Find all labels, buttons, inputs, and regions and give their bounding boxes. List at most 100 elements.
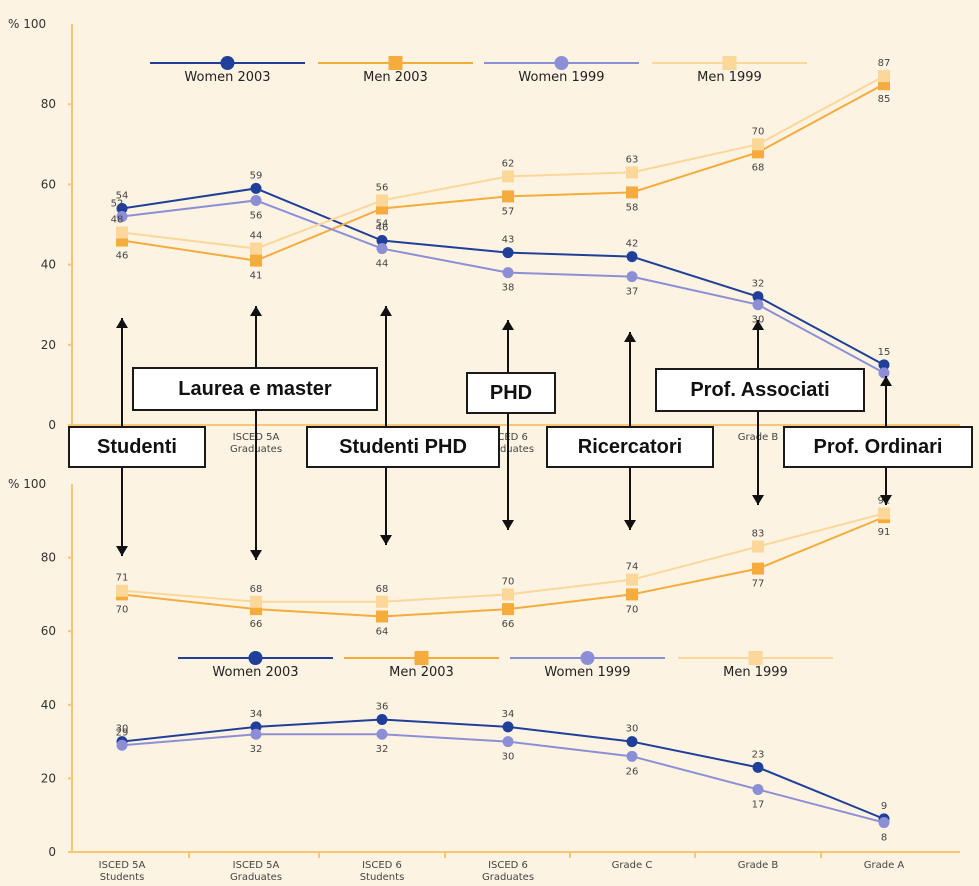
arrow-head: [502, 320, 514, 330]
data-point: [878, 70, 890, 83]
arrow-head: [250, 550, 262, 560]
data-point: [502, 170, 514, 183]
x-tick-label: Grade C: [612, 860, 653, 871]
x-tick-label: Grade A: [864, 860, 905, 871]
data-label: 29: [116, 727, 129, 738]
data-label: 77: [752, 579, 765, 590]
legend-label: Women 1999: [518, 70, 604, 85]
x-tick-label: Graduates: [230, 872, 282, 883]
data-label: 46: [376, 223, 389, 234]
callout-phd: PHD: [466, 372, 556, 414]
data-point: [376, 610, 388, 623]
data-label: 74: [626, 562, 639, 573]
data-label: 38: [502, 283, 515, 294]
data-label: 70: [116, 604, 129, 615]
legend-label: Men 1999: [723, 665, 788, 680]
data-label: 34: [250, 709, 263, 720]
data-label: 83: [752, 529, 765, 540]
x-tick-label: ISCED 6: [362, 860, 402, 871]
data-label: 15: [878, 347, 891, 358]
legend-marker: [220, 56, 235, 70]
data-label: 43: [502, 235, 515, 246]
data-label: 36: [376, 702, 389, 713]
data-point: [626, 166, 638, 179]
data-label: 70: [626, 604, 639, 615]
data-label: 32: [250, 744, 263, 755]
data-point: [502, 190, 514, 203]
data-label: 66: [502, 619, 515, 630]
arrow-head: [624, 520, 636, 530]
data-label: 56: [376, 182, 389, 193]
y-tick-label: 20: [41, 771, 56, 785]
data-point: [752, 138, 764, 151]
data-point: [116, 584, 128, 597]
legend-label: Women 2003: [212, 665, 298, 680]
y-tick-label: 60: [41, 624, 56, 638]
data-point: [116, 210, 128, 222]
y-axis-top-label: % 100: [8, 17, 46, 31]
data-point: [116, 739, 128, 751]
data-label: 42: [626, 239, 639, 250]
data-label: 56: [250, 210, 263, 221]
data-point: [376, 194, 388, 207]
arrow-head: [502, 520, 514, 530]
x-tick-label: ISCED 6: [488, 860, 528, 871]
y-tick-label: 0: [48, 845, 56, 859]
arrow-head: [880, 495, 892, 505]
data-point: [376, 243, 388, 255]
arrow-head: [116, 318, 128, 328]
x-tick-label: Students: [360, 872, 405, 883]
data-label: 68: [376, 584, 389, 595]
data-point: [376, 714, 388, 726]
data-label: 70: [752, 126, 765, 137]
data-label: 44: [250, 231, 263, 242]
data-label: 48: [111, 215, 124, 226]
data-point: [752, 291, 764, 303]
data-point: [752, 783, 764, 795]
legend-marker: [414, 651, 429, 665]
x-tick-label: ISCED 5A: [99, 860, 146, 871]
arrow-head: [880, 376, 892, 386]
x-tick-label: Graduates: [482, 872, 534, 883]
data-label: 62: [502, 158, 515, 169]
data-label: 71: [116, 573, 129, 584]
y-axis-top-label: % 100: [8, 477, 46, 491]
x-tick-label: Students: [100, 872, 145, 883]
data-point: [878, 507, 890, 520]
data-point: [752, 299, 764, 311]
data-point: [626, 588, 638, 601]
callout-prof-ordinari: Prof. Ordinari: [783, 426, 973, 468]
data-label: 54: [376, 218, 389, 229]
arrow-head: [250, 306, 262, 316]
legend-label: Men 2003: [389, 665, 454, 680]
data-point: [626, 573, 638, 586]
data-label: 91: [878, 527, 891, 538]
data-point: [502, 736, 514, 748]
data-label: 64: [376, 626, 389, 637]
data-point: [878, 817, 890, 829]
data-point: [626, 750, 638, 762]
data-point: [250, 194, 262, 206]
legend-marker: [248, 651, 263, 665]
data-point: [626, 736, 638, 748]
arrow-head: [752, 495, 764, 505]
callout-studenti-phd: Studenti PHD: [306, 426, 500, 468]
callout-arrows: [116, 306, 892, 560]
data-label: 34: [502, 709, 515, 720]
data-label: 26: [626, 766, 639, 777]
y-tick-label: 80: [41, 97, 56, 111]
data-label: 32: [752, 279, 765, 290]
y-tick-label: 40: [41, 698, 56, 712]
data-point: [502, 267, 514, 279]
data-label: 17: [752, 799, 765, 810]
x-tick-label: ISCED 5A: [233, 860, 280, 871]
callout-studenti: Studenti: [68, 426, 206, 468]
arrow-head: [380, 306, 392, 316]
callout-prof-associati: Prof. Associati: [655, 368, 865, 412]
arrow-head: [380, 535, 392, 545]
y-tick-label: 40: [41, 258, 56, 272]
data-label: 30: [116, 724, 129, 735]
legend-marker: [388, 56, 403, 70]
arrow-head: [752, 320, 764, 330]
